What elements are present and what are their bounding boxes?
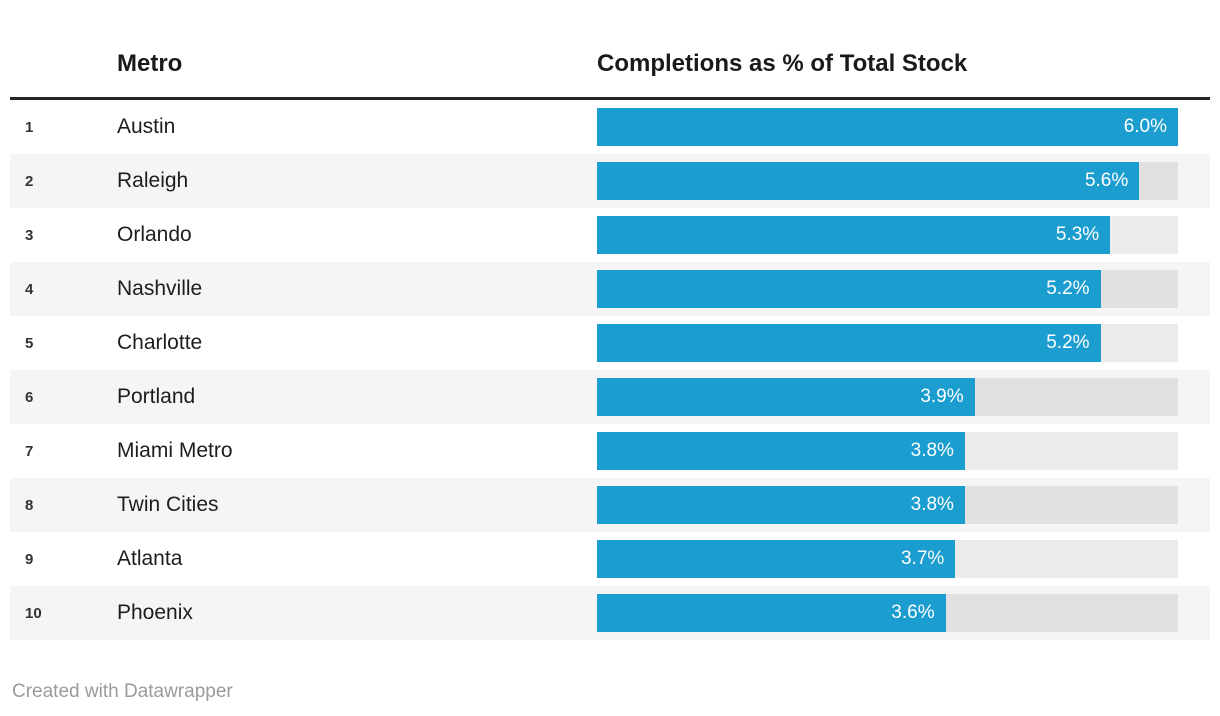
table-row: 9 Atlanta 3.7% [10,532,1210,586]
bar-track: 5.2% [597,270,1178,308]
bar-track: 3.6% [597,594,1178,632]
bar-value-label: 3.7% [900,548,945,569]
bar-cell: 6.0% [597,108,1210,146]
table-row: 4 Nashville 5.2% [10,262,1210,316]
row-metro-name: Phoenix [117,601,193,624]
column-header-value: Completions as % of Total Stock [597,50,968,77]
bar-cell: 3.6% [597,594,1210,632]
row-rank: 10 [25,604,42,622]
row-rank: 7 [25,442,34,460]
bar-value-label: 3.8% [910,494,954,515]
column-header-metro: Metro [117,50,183,77]
bar-cell: 3.8% [597,486,1210,524]
bar-value-label: 5.2% [1046,278,1090,299]
row-metro-name: Austin [117,115,176,138]
bar: 6.0% [597,108,1178,146]
table-row: 2 Raleigh 5.6% [10,154,1210,208]
table-row: 7 Miami Metro 3.8% [10,424,1210,478]
bar-cell: 5.6% [597,162,1210,200]
table-row: 8 Twin Cities 3.8% [10,478,1210,532]
bar: 5.2% [597,324,1101,362]
bar-track: 3.7% [597,540,1178,578]
bar-value-label: 5.2% [1046,332,1090,353]
bar-cell: 5.2% [597,324,1210,362]
row-metro-name: Atlanta [117,547,183,570]
table-row: 3 Orlando 5.3% [10,208,1210,262]
row-rank: 3 [25,226,34,244]
table-row: 5 Charlotte 5.2% [10,316,1210,370]
table-row: 10 Phoenix 3.6% [10,586,1210,640]
bar-track: 5.2% [597,324,1178,362]
row-metro-name: Orlando [117,223,192,246]
row-rank: 6 [25,388,34,406]
attribution-footer: Created with Datawrapper [12,681,233,703]
bar-cell: 3.8% [597,432,1210,470]
row-metro-name: Raleigh [117,169,189,192]
row-rank: 4 [25,280,34,298]
bar-table: Metro Completions as % of Total Stock 1 … [10,0,1210,640]
bar-value-label: 3.9% [920,386,964,407]
header-rule [10,97,1210,100]
row-metro-name: Miami Metro [117,439,233,462]
bar-cell: 5.2% [597,270,1210,308]
bar-cell: 5.3% [597,216,1210,254]
row-rank: 5 [25,334,34,352]
bar-track: 3.9% [597,378,1178,416]
bar-cell: 3.7% [597,540,1210,578]
table-body: 1 Austin 6.0% 2 Raleigh 5.6% 3 Orlando [10,100,1210,640]
bar: 3.8% [597,432,965,470]
row-rank: 1 [25,118,34,136]
row-rank: 9 [25,550,34,568]
bar-value-label: 5.3% [1055,224,1100,245]
row-rank: 8 [25,496,34,514]
table-header-row: Metro Completions as % of Total Stock [10,0,1210,97]
row-metro-name: Portland [117,385,196,408]
bar-value-label: 6.0% [1123,116,1167,137]
row-metro-name: Charlotte [117,331,203,354]
bar-track: 3.8% [597,486,1178,524]
bar-value-label: 5.6% [1084,170,1129,191]
bar: 3.8% [597,486,965,524]
table-row: 6 Portland 3.9% [10,370,1210,424]
bar: 5.2% [597,270,1101,308]
bar: 3.6% [597,594,946,632]
bar-track: 3.8% [597,432,1178,470]
datawrapper-attribution-link[interactable]: Created with Datawrapper [12,681,233,702]
row-metro-name: Twin Cities [117,493,219,516]
bar: 5.3% [597,216,1111,254]
bar-value-label: 3.8% [910,440,954,461]
bar: 3.9% [597,378,975,416]
bar-track: 6.0% [597,108,1178,146]
bar-cell: 3.9% [597,378,1210,416]
table-row: 1 Austin 6.0% [10,100,1210,154]
bar-track: 5.3% [597,216,1178,254]
row-metro-name: Nashville [117,277,203,300]
bar-track: 5.6% [597,162,1178,200]
bar: 3.7% [597,540,956,578]
row-rank: 2 [25,172,34,190]
bar: 5.6% [597,162,1140,200]
bar-value-label: 3.6% [891,602,935,623]
